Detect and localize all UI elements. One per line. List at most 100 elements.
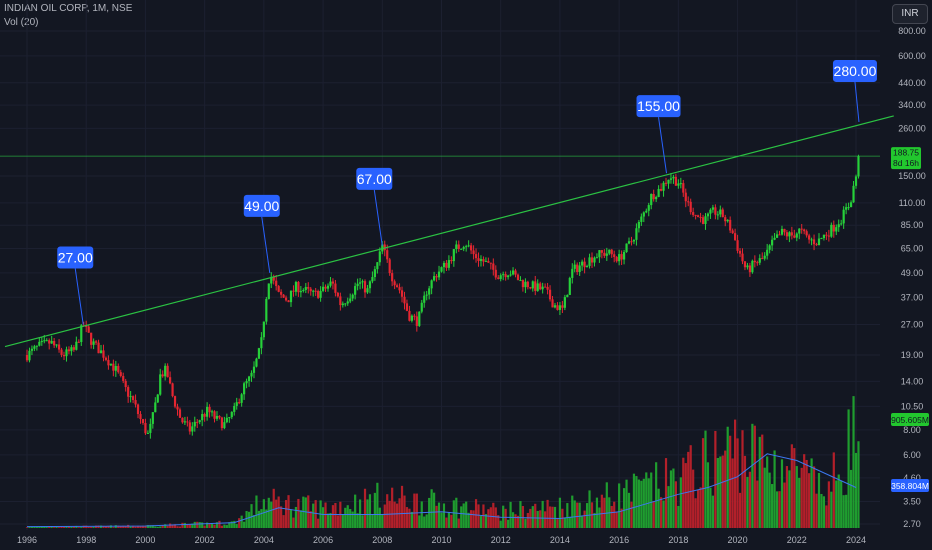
volume-bar <box>418 515 421 528</box>
volume-bar <box>423 516 426 528</box>
volume-bar <box>85 525 88 528</box>
candle-body <box>593 257 596 263</box>
candle-body <box>583 261 586 268</box>
volume-bar <box>420 501 423 528</box>
candle-body <box>371 277 374 282</box>
volume-bar <box>428 497 431 528</box>
volume-bar <box>840 480 843 528</box>
candle-body <box>489 262 492 264</box>
candle-body <box>447 260 451 268</box>
volume-bar <box>640 480 643 528</box>
volume-bar <box>711 495 714 528</box>
candle-body <box>358 282 362 284</box>
volume-bar <box>60 526 63 528</box>
candle-body <box>430 280 433 289</box>
volume-bar <box>238 518 241 528</box>
volume-bar <box>94 525 98 528</box>
candle-body <box>267 283 270 299</box>
candle-body <box>689 201 692 213</box>
time-tick-label: 2016 <box>609 535 629 545</box>
candle-body <box>134 400 137 405</box>
trend-lines[interactable] <box>0 115 894 348</box>
volume-bar <box>751 423 754 528</box>
candle-body <box>104 357 108 360</box>
candle-body <box>423 295 426 303</box>
volume-bar <box>783 482 786 528</box>
candle-body <box>803 229 806 232</box>
volume-bar <box>87 526 90 528</box>
volume-bar <box>830 491 833 528</box>
candle-body <box>553 305 557 308</box>
candle-body <box>161 374 164 377</box>
volume-indicator-label[interactable]: Vol (20) <box>4 17 39 28</box>
candle-body <box>674 176 677 186</box>
volume-bar <box>766 456 769 528</box>
volume-bar <box>233 520 236 528</box>
volume-bar <box>223 524 226 528</box>
volume-bar <box>395 503 399 528</box>
candle-body <box>33 346 36 349</box>
candle-body <box>837 224 840 228</box>
candle-body <box>136 404 140 415</box>
candle-body <box>724 217 727 222</box>
candle-body <box>233 405 236 412</box>
candle-body <box>77 341 80 343</box>
volume-bar <box>82 525 85 528</box>
candle-body <box>378 251 381 263</box>
candle-body <box>265 298 268 322</box>
candle-body <box>756 262 759 264</box>
volume-bar <box>196 521 199 528</box>
candle-body <box>615 257 618 262</box>
volume-bar <box>605 482 608 528</box>
candle-body <box>595 257 599 259</box>
volume-bar <box>351 511 354 528</box>
candle-body <box>289 290 293 303</box>
candle-body <box>388 259 391 274</box>
candle-body <box>35 345 38 347</box>
price-tick-label: 2.70 <box>903 519 921 529</box>
volume-bar <box>43 526 46 528</box>
volume-bar <box>317 518 320 528</box>
volume-bar <box>450 514 453 528</box>
volume-bar <box>292 517 295 528</box>
volume-bar <box>462 503 465 528</box>
volume-bar <box>430 489 433 528</box>
candle-body <box>445 262 448 268</box>
candle-body <box>72 347 75 350</box>
time-axis[interactable]: 1996 1998 2000 2002 2004 2006 2008 2010 2012 2014… <box>17 535 866 545</box>
volume-bar <box>536 510 539 528</box>
volume-bar <box>99 525 103 528</box>
currency-button[interactable]: INR <box>892 4 928 24</box>
candle-body <box>400 290 404 297</box>
volume-bar <box>593 512 596 528</box>
candle-body <box>94 341 98 343</box>
volume-bar <box>245 511 248 528</box>
last-price-countdown: 8d 16h <box>893 158 919 168</box>
volume-bar <box>494 507 497 528</box>
candle-body <box>808 235 811 240</box>
volume-ma-line <box>26 453 857 528</box>
chart-grid <box>0 0 880 530</box>
volume-bar <box>136 525 140 528</box>
volume-bar <box>186 524 189 528</box>
volume-bar <box>408 508 411 528</box>
callout-box <box>356 167 393 190</box>
volume-bar <box>650 472 653 528</box>
candle-body <box>30 348 34 351</box>
volume-bar <box>206 522 209 528</box>
volume-bar <box>482 504 485 528</box>
volume-bar <box>795 466 798 528</box>
volume-bars <box>25 396 860 528</box>
volume-bar <box>519 501 522 528</box>
price-axis[interactable]: 800.00 600.00 440.00 340.00 260.00 150.00 110.… <box>898 26 926 529</box>
price-tick-label: 110.00 <box>899 198 926 208</box>
volume-bar <box>386 494 389 528</box>
candle-body <box>67 349 71 352</box>
volume-bar <box>746 476 749 528</box>
volume-bar <box>635 476 638 528</box>
candle-body <box>581 261 584 266</box>
volume-bar <box>472 510 475 528</box>
candle-body <box>677 183 680 186</box>
candle-body <box>788 232 791 237</box>
